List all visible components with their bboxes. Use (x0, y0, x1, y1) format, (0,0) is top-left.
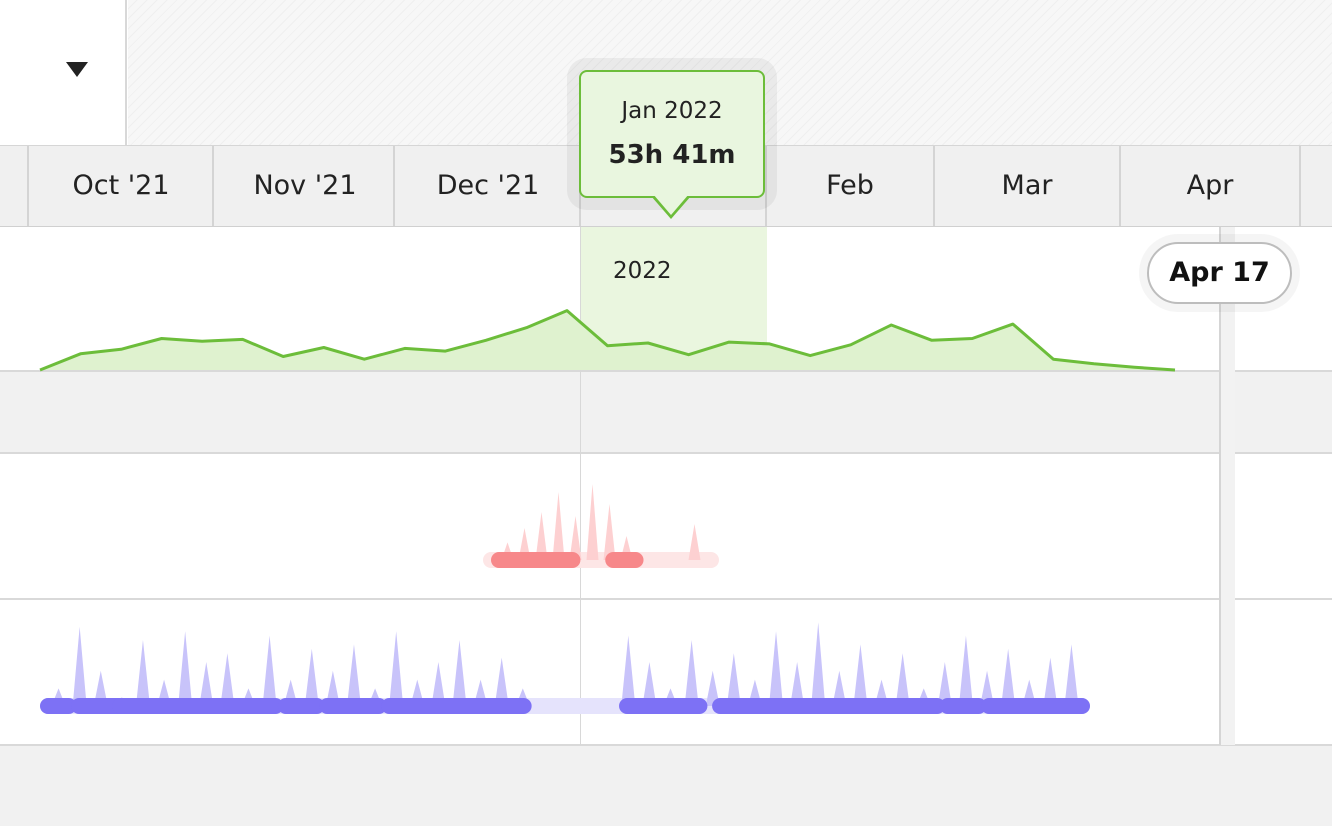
dropdown-arrow-icon[interactable] (66, 62, 88, 77)
month-divider (765, 146, 767, 226)
purple-peaks (48, 622, 1082, 706)
tooltip-pointer-fill (653, 194, 689, 215)
selection-line (580, 227, 581, 745)
section-separator (0, 370, 1332, 454)
month-divider (393, 146, 395, 226)
hover-tooltip: Jan 2022 53h 41m (579, 70, 765, 198)
today-badge[interactable]: Apr 17 (1147, 242, 1292, 304)
month-divider (933, 146, 935, 226)
row-divider (0, 598, 1332, 600)
month-divider (1119, 146, 1121, 226)
month-divider (1299, 146, 1301, 226)
scope-dropdown[interactable] (0, 0, 127, 145)
month-label-feb[interactable]: Feb (826, 170, 874, 201)
today-marker-line (1219, 227, 1235, 745)
month-label-dec[interactable]: Dec '21 (436, 170, 540, 201)
tooltip-value: 53h 41m (608, 140, 736, 170)
section-separator (0, 744, 1332, 826)
green-line (39, 309, 1176, 372)
month-label-oct[interactable]: Oct '21 (72, 170, 170, 201)
month-divider (27, 146, 29, 226)
month-label-apr[interactable]: Apr (1186, 170, 1234, 201)
year-label: 2022 (613, 258, 672, 284)
red-peaks (491, 484, 711, 560)
month-label-mar[interactable]: Mar (1001, 170, 1053, 201)
tooltip-date: Jan 2022 (621, 98, 723, 124)
month-divider (212, 146, 214, 226)
month-label-nov[interactable]: Nov '21 (253, 170, 357, 201)
